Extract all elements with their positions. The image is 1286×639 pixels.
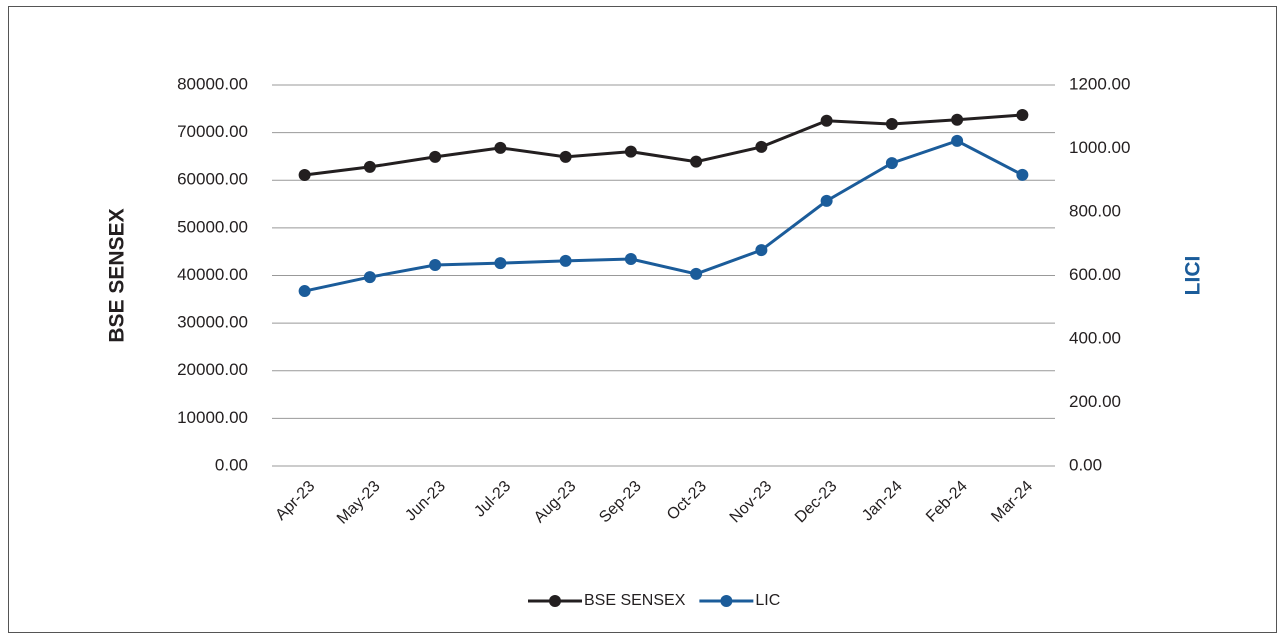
x-tick-label: Jan-24 [859, 478, 906, 525]
x-tick-label: Dec-23 [792, 478, 841, 527]
series-marker [298, 169, 311, 182]
series-marker [885, 118, 898, 131]
series-marker [624, 145, 637, 158]
series-marker [494, 141, 507, 154]
y-axis-title: BSE SENSEX [106, 208, 129, 342]
y-tick-label: 40000.00 [177, 265, 248, 284]
y2-tick-label: 1000.00 [1069, 138, 1130, 157]
series-marker [690, 155, 703, 168]
series-marker [559, 254, 572, 267]
legend-marker [549, 595, 561, 607]
x-tick-label: Jul-23 [471, 478, 514, 521]
series-marker [429, 150, 442, 163]
series-marker [363, 271, 376, 284]
x-tick-label: Nov-23 [727, 478, 776, 527]
y2-tick-label: 1200.00 [1069, 74, 1130, 93]
series-line [304, 113, 1023, 177]
x-tick-label: Oct-23 [664, 478, 710, 524]
y2-tick-label: 600.00 [1069, 265, 1121, 284]
y-tick-label: 20000.00 [177, 360, 248, 379]
y-tick-label: 80000.00 [177, 74, 248, 93]
x-tick-label: Mar-24 [988, 478, 1036, 526]
series-marker [559, 150, 572, 163]
series-marker [820, 114, 833, 127]
y2-tick-label: 400.00 [1069, 328, 1121, 347]
y-tick-label: 0.00 [215, 455, 248, 474]
series-marker [951, 113, 964, 126]
legend-label: LIC [755, 592, 780, 609]
y-tick-label: 50000.00 [177, 217, 248, 236]
y-tick-label: 30000.00 [177, 313, 248, 332]
series-marker [624, 252, 637, 265]
y-tick-label: 70000.00 [177, 122, 248, 141]
y-tick-label: 60000.00 [177, 170, 248, 189]
series-marker [755, 140, 768, 153]
series-marker [363, 160, 376, 173]
series-marker [820, 194, 833, 207]
series-marker [951, 134, 964, 147]
y-tick-label: 10000.00 [177, 408, 248, 427]
series-marker [755, 244, 768, 257]
series-marker [298, 285, 311, 298]
chart-frame [8, 6, 1277, 633]
x-tick-label: May-23 [334, 478, 384, 528]
x-tick-label: Sep-23 [596, 478, 645, 527]
legend-label: BSE SENSEX [584, 592, 686, 609]
x-tick-label: Apr-23 [272, 478, 318, 524]
series-marker [429, 259, 442, 272]
y2-tick-label: 800.00 [1069, 201, 1121, 220]
legend-marker [720, 595, 733, 607]
y2-tick-label: 0.00 [1069, 455, 1102, 474]
series-marker [1016, 168, 1029, 181]
y2-tick-label: 200.00 [1069, 392, 1121, 411]
y2-axis-title: LICI [1182, 256, 1205, 296]
series-line [304, 139, 1024, 293]
x-tick-label: Feb-24 [923, 478, 971, 526]
series-marker [494, 257, 507, 270]
series-marker [690, 267, 703, 280]
series-marker [885, 157, 898, 170]
x-tick-label: Aug-23 [531, 478, 580, 527]
x-tick-label: Jun-23 [402, 478, 449, 525]
series-marker [1016, 109, 1029, 122]
